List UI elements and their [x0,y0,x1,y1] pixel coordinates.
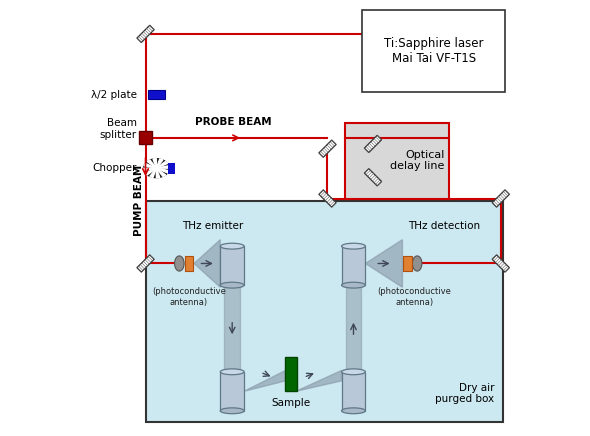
Text: Ti:Sapphire laser
Mai Tai VF-T1S: Ti:Sapphire laser Mai Tai VF-T1S [384,37,483,65]
Text: λ/2 plate: λ/2 plate [91,89,137,99]
Bar [404,255,412,271]
Text: THz detection: THz detection [408,221,480,231]
Ellipse shape [342,243,365,249]
Ellipse shape [342,408,365,414]
Bar [148,90,165,99]
Polygon shape [143,168,156,170]
Polygon shape [156,166,169,168]
Ellipse shape [220,243,244,249]
Text: Beam
splitter: Beam splitter [100,119,137,140]
Ellipse shape [220,282,244,288]
Polygon shape [365,169,382,186]
Polygon shape [492,255,509,272]
Bar [342,372,365,411]
Polygon shape [319,190,336,207]
Polygon shape [156,168,166,177]
Polygon shape [145,168,156,175]
Polygon shape [346,285,361,372]
Polygon shape [147,160,156,168]
Bar [139,131,152,144]
Ellipse shape [342,282,365,288]
Polygon shape [296,371,342,391]
Polygon shape [137,255,154,272]
Polygon shape [365,135,382,153]
Text: THz emitter: THz emitter [182,221,244,231]
Polygon shape [319,140,336,157]
Polygon shape [153,159,156,168]
Polygon shape [194,240,220,287]
Polygon shape [150,168,156,177]
Ellipse shape [175,256,184,271]
Polygon shape [156,168,160,178]
Text: (photoconductive
antenna): (photoconductive antenna) [152,287,226,307]
Text: PUMP BEAM: PUMP BEAM [134,165,144,236]
Text: (photoconductive
antenna): (photoconductive antenna) [377,287,451,307]
Bar [220,246,244,285]
Bar [146,201,503,422]
Bar [362,10,505,92]
Polygon shape [144,164,156,168]
Polygon shape [244,371,286,391]
Bar [284,357,297,391]
Polygon shape [224,285,240,372]
Ellipse shape [342,369,365,375]
Text: Chopper: Chopper [93,163,137,173]
Bar [185,255,193,271]
Text: Optical
delay line: Optical delay line [390,150,444,171]
Polygon shape [365,240,402,287]
Polygon shape [156,159,163,168]
Text: Dry air
purged box: Dry air purged box [435,383,494,404]
Polygon shape [156,161,168,168]
Polygon shape [492,190,509,207]
Text: Sample: Sample [271,398,310,408]
Ellipse shape [220,369,244,375]
Ellipse shape [220,408,244,414]
Ellipse shape [143,159,169,178]
Ellipse shape [412,256,422,271]
Text: PROBE BEAM: PROBE BEAM [195,117,272,127]
Polygon shape [137,25,154,42]
Bar [342,246,365,285]
Polygon shape [156,168,169,173]
Bar [168,163,175,174]
Bar [345,123,449,198]
Bar [220,372,244,411]
